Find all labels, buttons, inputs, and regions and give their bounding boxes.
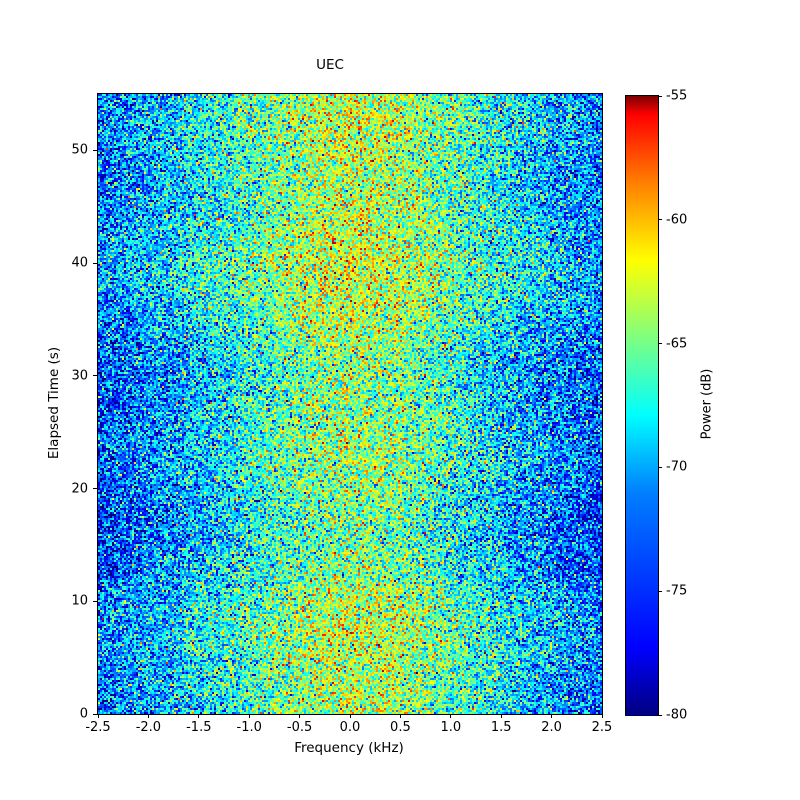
x-tick [450, 714, 452, 718]
x-axis-label: Frequency (kHz) [294, 740, 404, 756]
x-tick-label: 0.5 [390, 720, 411, 735]
colorbar-tick [658, 219, 662, 221]
x-tick [198, 714, 200, 718]
colorbar-tick [658, 714, 662, 716]
x-tick-label: 2.0 [541, 720, 562, 735]
title-line-station: UEC [316, 57, 344, 73]
colorbar-tick-label: -70 [666, 459, 688, 475]
y-tick-label: 10 [71, 593, 88, 609]
colorbar [625, 95, 659, 716]
y-tick-label: 40 [71, 255, 88, 271]
x-tick [601, 714, 603, 718]
x-tick [349, 714, 351, 718]
y-tick-label: 30 [71, 368, 88, 384]
x-tick [248, 714, 250, 718]
x-tick [97, 714, 99, 718]
colorbar-tick-label: -80 [666, 707, 688, 723]
x-tick [500, 714, 502, 718]
x-tick [551, 714, 553, 718]
x-tick-label: -2.5 [85, 720, 111, 735]
x-tick-label: 2.5 [591, 720, 613, 735]
y-tick [93, 375, 97, 377]
colorbar-gradient [626, 96, 658, 715]
y-tick-label: 20 [71, 481, 88, 497]
y-axis-label: Elapsed Time (s) [46, 346, 62, 460]
x-tick-label: -0.5 [286, 720, 313, 735]
colorbar-tick-label: -75 [666, 583, 688, 599]
y-tick [93, 149, 97, 151]
colorbar-tick [658, 466, 662, 468]
colorbar-tick-label: -65 [666, 336, 688, 352]
y-tick-label: 0 [79, 706, 88, 722]
y-tick-label: 50 [71, 142, 88, 158]
x-tick-label: 1.5 [490, 720, 512, 735]
colorbar-tick [658, 590, 662, 592]
x-tick-label: -1.5 [186, 720, 212, 735]
colorbar-tick [658, 343, 662, 345]
colorbar-label: Power (dB) [699, 368, 715, 440]
y-tick [93, 488, 97, 490]
x-tick [299, 714, 301, 718]
x-tick-label: -1.0 [236, 720, 262, 735]
y-tick [93, 262, 97, 264]
colorbar-tick-label: -55 [666, 88, 688, 104]
x-tick-label: -2.0 [135, 720, 162, 735]
x-tick-label: 1.0 [440, 720, 462, 735]
colorbar-tick [658, 95, 662, 97]
colorbar-tick-label: -60 [666, 212, 688, 228]
x-tick [399, 714, 401, 718]
x-tick-label: 0.0 [339, 720, 361, 735]
spectrogram-heatmap [98, 94, 602, 714]
y-tick [93, 600, 97, 602]
x-tick [147, 714, 149, 718]
y-tick [93, 713, 97, 715]
plot-axes [97, 93, 603, 715]
